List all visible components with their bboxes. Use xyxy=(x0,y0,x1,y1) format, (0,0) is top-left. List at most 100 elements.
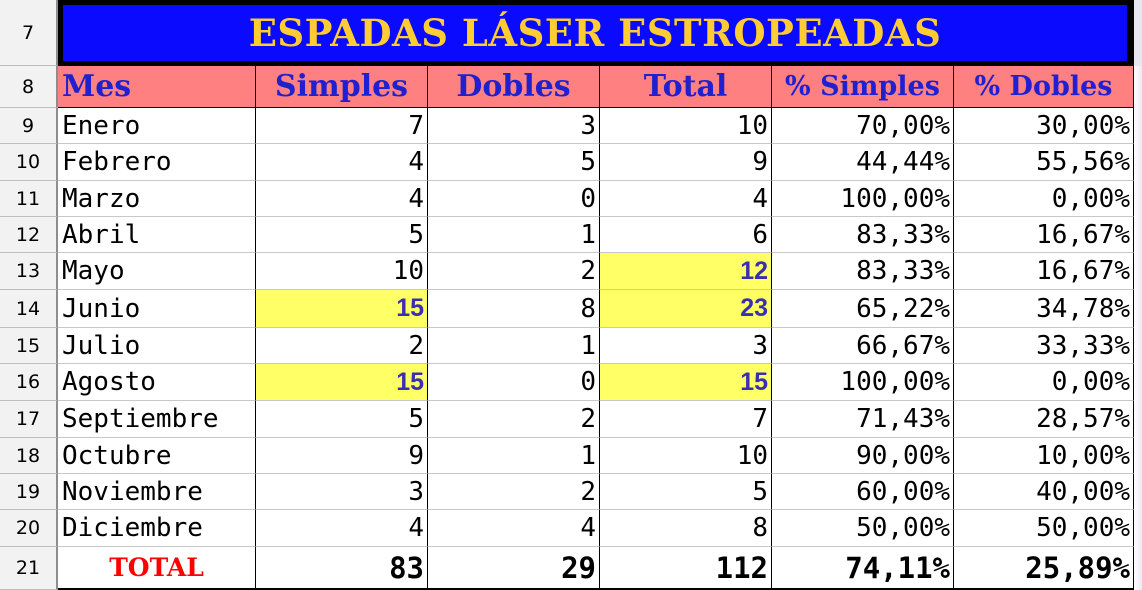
cell-mes[interactable]: Marzo xyxy=(58,181,256,217)
cell-total[interactable]: 15 xyxy=(600,364,772,401)
cell-total[interactable]: 10 xyxy=(600,438,772,474)
cell-pct-simples[interactable]: 66,67% xyxy=(772,328,954,364)
cell-simples[interactable]: 3 xyxy=(256,474,428,510)
row-header-16[interactable]: 16 xyxy=(0,364,58,401)
cell-pct-dobles[interactable]: 33,33% xyxy=(954,328,1134,364)
cell-simples[interactable]: 7 xyxy=(256,108,428,144)
cell-dobles[interactable]: 1 xyxy=(428,328,600,364)
cell-pct-dobles[interactable]: 16,67% xyxy=(954,253,1134,290)
cell-dobles[interactable]: 0 xyxy=(428,181,600,217)
cell-total[interactable]: 5 xyxy=(600,474,772,510)
cell-dobles[interactable]: 4 xyxy=(428,510,600,547)
total-label[interactable]: TOTAL xyxy=(58,547,256,590)
cell-mes[interactable]: Junio xyxy=(58,290,256,328)
cell-pct-dobles[interactable]: 0,00% xyxy=(954,364,1134,401)
cell-dobles[interactable]: 5 xyxy=(428,144,600,181)
cell-simples[interactable]: 4 xyxy=(256,181,428,217)
cell-pct-dobles[interactable]: 55,56% xyxy=(954,144,1134,181)
cell-simples[interactable]: 2 xyxy=(256,328,428,364)
row-header-15[interactable]: 15 xyxy=(0,328,58,364)
total-pct-dobles[interactable]: 25,89% xyxy=(954,547,1134,590)
total-simples[interactable]: 83 xyxy=(256,547,428,590)
cell-pct-simples[interactable]: 50,00% xyxy=(772,510,954,547)
cell-total[interactable]: 12 xyxy=(600,253,772,290)
cell-dobles[interactable]: 0 xyxy=(428,364,600,401)
row-header-7[interactable]: 7 xyxy=(0,0,58,66)
row-header-20[interactable]: 20 xyxy=(0,510,58,547)
cell-pct-simples[interactable]: 83,33% xyxy=(772,217,954,253)
cell-dobles[interactable]: 8 xyxy=(428,290,600,328)
row-header-12[interactable]: 12 xyxy=(0,217,58,253)
cell-pct-simples[interactable]: 100,00% xyxy=(772,181,954,217)
row-header-13[interactable]: 13 xyxy=(0,253,58,290)
total-total[interactable]: 112 xyxy=(600,547,772,590)
cell-total[interactable]: 8 xyxy=(600,510,772,547)
cell-dobles[interactable]: 1 xyxy=(428,217,600,253)
cell-pct-simples[interactable]: 65,22% xyxy=(772,290,954,328)
cell-total[interactable]: 10 xyxy=(600,108,772,144)
column-header-pct-dobles[interactable]: % Dobles xyxy=(954,66,1134,108)
row-header-21[interactable]: 21 xyxy=(0,547,58,590)
cell-dobles[interactable]: 2 xyxy=(428,253,600,290)
cell-simples[interactable]: 5 xyxy=(256,217,428,253)
column-header-total[interactable]: Total xyxy=(600,66,772,108)
cell-pct-dobles[interactable]: 40,00% xyxy=(954,474,1134,510)
cell-simples[interactable]: 5 xyxy=(256,401,428,438)
cell-mes[interactable]: Mayo xyxy=(58,253,256,290)
cell-pct-dobles[interactable]: 28,57% xyxy=(954,401,1134,438)
total-pct-simples[interactable]: 74,11% xyxy=(772,547,954,590)
cell-mes[interactable]: Diciembre xyxy=(58,510,256,547)
cell-pct-simples[interactable]: 44,44% xyxy=(772,144,954,181)
cell-mes[interactable]: Julio xyxy=(58,328,256,364)
cell-simples[interactable]: 15 xyxy=(256,290,428,328)
row-header-8[interactable]: 8 xyxy=(0,66,58,108)
cell-total[interactable]: 3 xyxy=(600,328,772,364)
column-header-pct-simples[interactable]: % Simples xyxy=(772,66,954,108)
cell-dobles[interactable]: 3 xyxy=(428,108,600,144)
cell-total[interactable]: 6 xyxy=(600,217,772,253)
cell-mes[interactable]: Febrero xyxy=(58,144,256,181)
cell-mes[interactable]: Agosto xyxy=(58,364,256,401)
cell-mes[interactable]: Noviembre xyxy=(58,474,256,510)
cell-simples[interactable]: 4 xyxy=(256,144,428,181)
column-header-mes[interactable]: Mes xyxy=(58,66,256,108)
cell-dobles[interactable]: 1 xyxy=(428,438,600,474)
cell-pct-dobles[interactable]: 34,78% xyxy=(954,290,1134,328)
cell-total[interactable]: 7 xyxy=(600,401,772,438)
cell-total[interactable]: 4 xyxy=(600,181,772,217)
title-cell[interactable]: ESPADAS LÁSER ESTROPEADAS xyxy=(58,0,1134,66)
row-header-10[interactable]: 10 xyxy=(0,144,58,181)
cell-pct-dobles[interactable]: 30,00% xyxy=(954,108,1134,144)
row-header-14[interactable]: 14 xyxy=(0,290,58,328)
cell-dobles[interactable]: 2 xyxy=(428,474,600,510)
cell-pct-dobles[interactable]: 10,00% xyxy=(954,438,1134,474)
cell-pct-simples[interactable]: 100,00% xyxy=(772,364,954,401)
column-header-dobles[interactable]: Dobles xyxy=(428,66,600,108)
cell-mes[interactable]: Enero xyxy=(58,108,256,144)
column-header-simples[interactable]: Simples xyxy=(256,66,428,108)
cell-pct-dobles[interactable]: 0,00% xyxy=(954,181,1134,217)
cell-pct-dobles[interactable]: 16,67% xyxy=(954,217,1134,253)
cell-pct-dobles[interactable]: 50,00% xyxy=(954,510,1134,547)
cell-mes[interactable]: Abril xyxy=(58,217,256,253)
row-header-11[interactable]: 11 xyxy=(0,181,58,217)
cell-simples[interactable]: 9 xyxy=(256,438,428,474)
cell-mes[interactable]: Septiembre xyxy=(58,401,256,438)
row-header-19[interactable]: 19 xyxy=(0,474,58,510)
total-dobles[interactable]: 29 xyxy=(428,547,600,590)
cell-total[interactable]: 9 xyxy=(600,144,772,181)
cell-pct-simples[interactable]: 71,43% xyxy=(772,401,954,438)
cell-simples[interactable]: 4 xyxy=(256,510,428,547)
cell-pct-simples[interactable]: 90,00% xyxy=(772,438,954,474)
row-header-17[interactable]: 17 xyxy=(0,401,58,438)
cell-pct-simples[interactable]: 83,33% xyxy=(772,253,954,290)
cell-simples[interactable]: 15 xyxy=(256,364,428,401)
cell-pct-simples[interactable]: 70,00% xyxy=(772,108,954,144)
cell-simples[interactable]: 10 xyxy=(256,253,428,290)
cell-dobles[interactable]: 2 xyxy=(428,401,600,438)
cell-pct-simples[interactable]: 60,00% xyxy=(772,474,954,510)
cell-mes[interactable]: Octubre xyxy=(58,438,256,474)
cell-total[interactable]: 23 xyxy=(600,290,772,328)
row-header-18[interactable]: 18 xyxy=(0,438,58,474)
row-header-9[interactable]: 9 xyxy=(0,108,58,144)
